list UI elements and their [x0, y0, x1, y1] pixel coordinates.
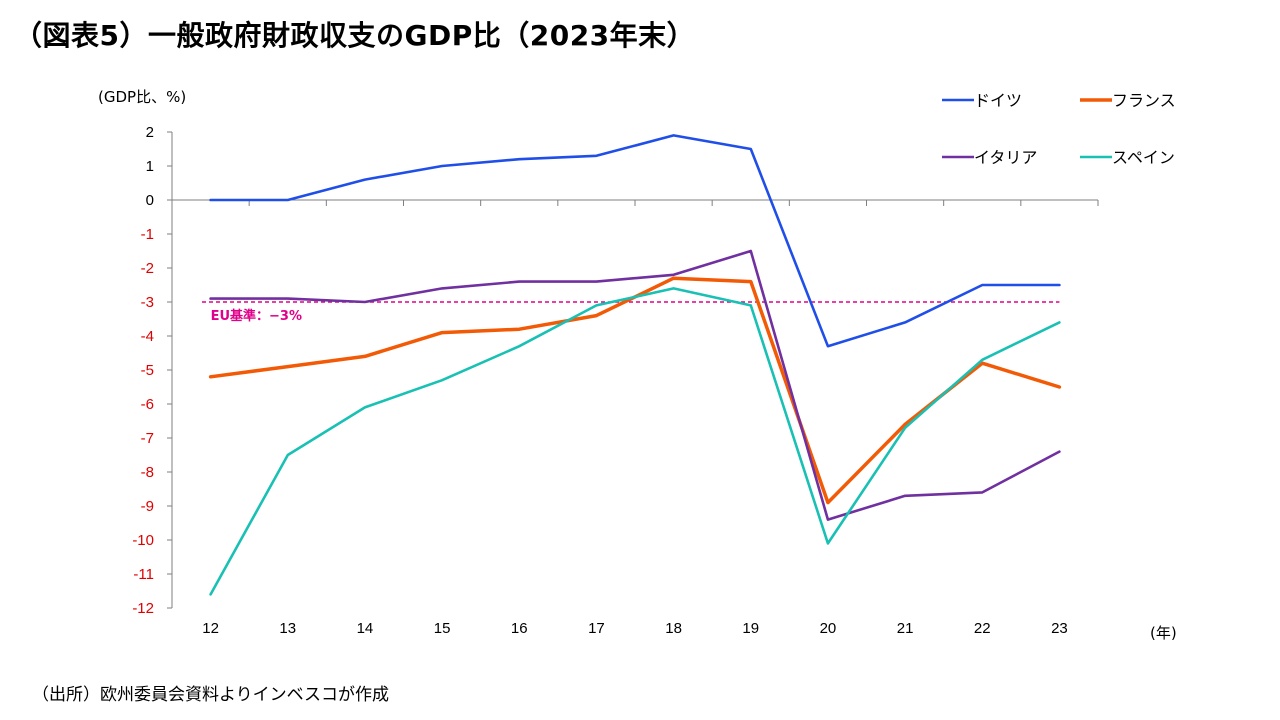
y-tick-label: -1: [141, 226, 154, 243]
legend-label: フランス: [1112, 91, 1176, 110]
x-tick-label: 23: [1051, 620, 1068, 637]
series-line-2: [208, 276, 1062, 505]
y-tick-label: 2: [146, 124, 154, 141]
legend-label: イタリア: [974, 148, 1037, 167]
y-tick-label: 0: [146, 192, 154, 209]
x-tick-label: 20: [820, 620, 837, 637]
x-tick-label: 17: [588, 620, 605, 637]
x-tick-label: 22: [974, 620, 991, 637]
series-line-3: [209, 249, 1061, 521]
y-tick-label: -9: [141, 498, 154, 515]
x-tick-label: 16: [511, 620, 528, 637]
reference-line-group: EU基準：−3%: [202, 301, 1060, 324]
x-tick-label: 19: [742, 620, 759, 637]
y-tick-label: -8: [141, 464, 154, 481]
y-tick-label: -11: [133, 566, 154, 583]
x-tick-label: 12: [202, 620, 219, 637]
y-tick-label: -4: [141, 328, 154, 345]
eu-reference-label: EU基準：−3%: [211, 308, 302, 324]
series-line-1: [209, 134, 1061, 348]
x-axis-unit-label: (年): [1150, 624, 1177, 642]
y-tick-label: -6: [141, 396, 154, 413]
y-tick-label: -12: [132, 600, 154, 617]
x-tick-label: 18: [665, 620, 682, 637]
x-tick-label: 21: [897, 620, 914, 637]
x-tick-label: 15: [434, 620, 451, 637]
chart-title: （図表5）一般政府財政収支のGDP比（2023年末）: [14, 19, 696, 52]
x-tick-label: 14: [357, 620, 374, 637]
source-note: （出所）欧州委員会資料よりインベスコが作成: [32, 685, 389, 705]
y-tick-label: -3: [141, 294, 154, 311]
y-axis-unit-label: (GDP比、%): [98, 88, 187, 106]
y-tick-label: 1: [146, 158, 154, 175]
series-line-4: [209, 287, 1061, 596]
legend-label: ドイツ: [974, 91, 1022, 110]
legend-label: スペイン: [1112, 148, 1175, 167]
series-group: [208, 134, 1062, 596]
y-tick-label: -7: [141, 430, 154, 447]
y-tick-label: -10: [132, 532, 154, 549]
x-tick-label: 13: [279, 620, 296, 637]
y-tick-label: -2: [141, 260, 154, 277]
y-tick-label: -5: [141, 362, 154, 379]
